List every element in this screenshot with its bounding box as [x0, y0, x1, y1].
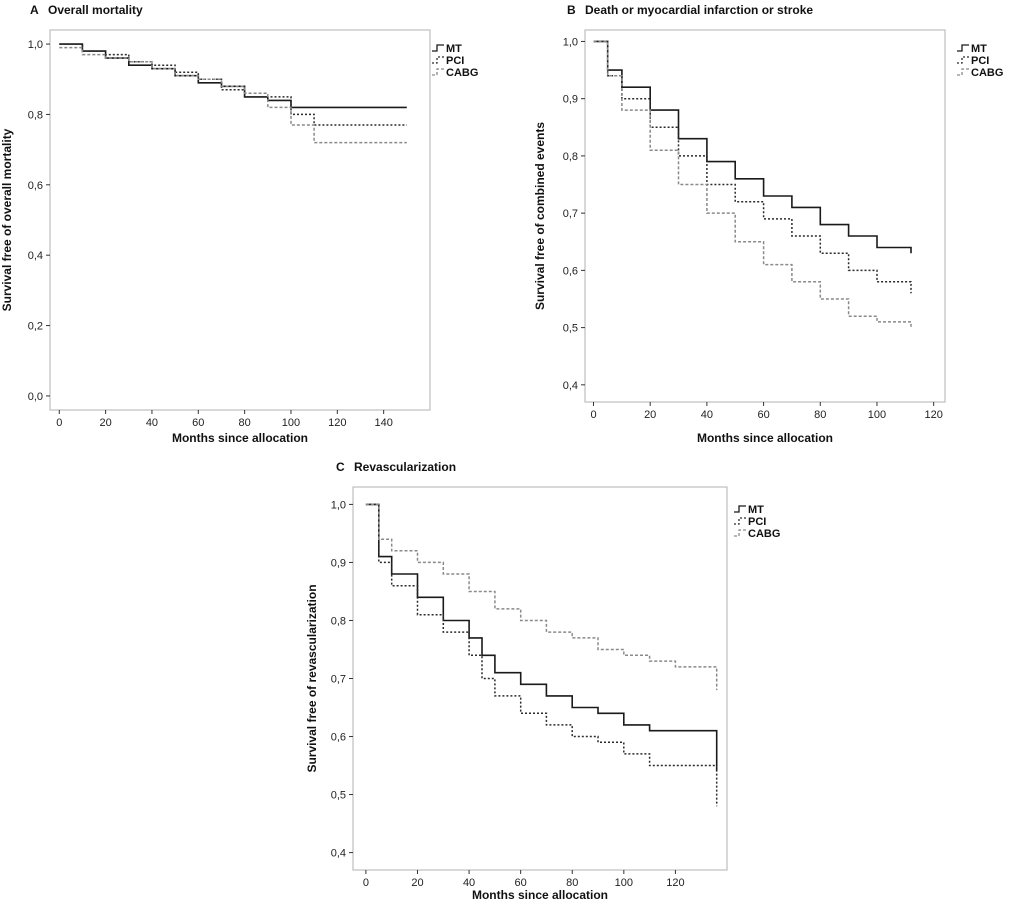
panel-b-x-tick-label: 20 [644, 409, 656, 421]
panel-a-x-tick-label: 120 [328, 417, 346, 429]
panel-b-y-tick-label: 0,5 [563, 323, 578, 335]
panel-b-legend-symbol-cabg [957, 68, 969, 76]
panel-b-letter: B [567, 3, 576, 17]
panel-c-legend-symbol-cabg [734, 529, 746, 537]
panel-a-x-tick-label: 20 [99, 417, 111, 429]
panel-b-legend-symbol-pci [957, 56, 969, 64]
panel-a-x-tick-label: 80 [239, 417, 251, 429]
panel-c-y-tick-label: 0,6 [331, 732, 346, 744]
panel-c-y-tick-label: 0,5 [331, 790, 346, 802]
panel-b-y-axis-title: Survival free of combined events [533, 122, 547, 310]
panel-c-x-tick-label: 40 [463, 877, 475, 889]
panel-c-y-tick-label: 0,4 [331, 848, 346, 860]
panel-a-y-tick-label: 0,8 [28, 109, 43, 121]
panel-c-plot-frame [352, 486, 728, 871]
panel-c-letter: C [336, 460, 345, 474]
panel-c-title: Revascularization [354, 460, 456, 474]
panel-a-legend-symbol-pci [432, 56, 444, 64]
panel-c-series-pci [365, 503, 718, 807]
panel-c-x-tick-label: 100 [615, 877, 633, 889]
panel-a-x-tick-label: 40 [146, 417, 158, 429]
panel-a-legend-symbol-cabg [432, 68, 444, 76]
panel-a-y-tick-label: 0,6 [28, 180, 43, 192]
panel-c-series-cabg [365, 503, 718, 691]
panel-b-x-tick-label: 80 [814, 409, 826, 421]
panel-b-legend-label-mt: MT [971, 43, 987, 55]
panel-a-plot-frame [49, 29, 431, 411]
panel-c-y-tick-label: 0,9 [331, 557, 346, 569]
panel-c-y-tick-label: 1,0 [331, 499, 346, 511]
panel-c-x-axis-title: Months since allocation [472, 888, 608, 902]
panel-c-x-tick-label: 20 [411, 877, 423, 889]
panel-b-y-tick-label: 0,4 [563, 380, 578, 392]
panel-b-y-tick-label: 0,8 [563, 151, 578, 163]
panel-b-x-axis-title: Months since allocation [697, 431, 833, 445]
panel-a-series-pci [59, 43, 407, 126]
panel-a-y-tick-label: 0,0 [28, 391, 43, 403]
panel-a-title: Overall mortality [48, 3, 143, 17]
panel-a-legend-label-cabg: CABG [446, 67, 478, 79]
panel-b-x-tick-label: 40 [701, 409, 713, 421]
panel-c-y-tick-label: 0,7 [331, 674, 346, 686]
panel-b-legend-symbol-mt [957, 44, 969, 52]
panel-a-legend-label-mt: MT [446, 43, 462, 55]
panel-c-x-tick-label: 0 [363, 877, 369, 889]
panel-b-plot-frame [584, 29, 946, 403]
panel-a-series-cabg [59, 46, 407, 144]
panel-b-legend-label-cabg: CABG [971, 67, 1003, 79]
panel-a-x-axis-title: Months since allocation [172, 431, 308, 445]
panel-c-legend-symbol-pci [734, 517, 746, 525]
panel-b-series-pci [593, 40, 912, 294]
panel-a-letter: A [30, 3, 39, 17]
panel-a-x-tick-label: 140 [374, 417, 392, 429]
panel-c-y-axis-title: Survival free of revascularization [305, 584, 319, 772]
panel-a-y-axis-title: Survival free of overall mortality [0, 128, 14, 311]
panel-c-legend-label-mt: MT [748, 504, 764, 516]
panel-c-x-tick-label: 60 [515, 877, 527, 889]
panel-c-series-mt [365, 503, 718, 772]
panel-c-legend-label-pci: PCI [748, 516, 766, 528]
panel-a-y-tick-label: 0,2 [28, 321, 43, 333]
panel-a-x-tick-label: 100 [282, 417, 300, 429]
panel-b-series-mt [593, 40, 912, 254]
panel-b-title: Death or myocardial infarction or stroke [585, 3, 813, 17]
panel-a-y-tick-label: 1,0 [28, 39, 43, 51]
panel-b-y-tick-label: 1,0 [563, 36, 578, 48]
panel-b-x-tick-label: 0 [590, 409, 596, 421]
panel-b-y-tick-label: 0,7 [563, 208, 578, 220]
panel-b-y-tick-label: 0,6 [563, 265, 578, 277]
panel-c-legend-label-cabg: CABG [748, 528, 780, 540]
panel-a-x-tick-label: 60 [192, 417, 204, 429]
panel-b-y-tick-label: 0,9 [563, 94, 578, 106]
panel-b-series-cabg [593, 40, 912, 328]
panel-a-legend-label-pci: PCI [446, 55, 464, 67]
panel-a-y-tick-label: 0,4 [28, 250, 43, 262]
panel-c-x-tick-label: 120 [666, 877, 684, 889]
panel-b-x-tick-label: 100 [868, 409, 886, 421]
panel-a-series-mt [59, 43, 407, 109]
panel-c-x-tick-label: 80 [566, 877, 578, 889]
panel-a-legend-symbol-mt [432, 44, 444, 52]
panel-a-x-tick-label: 0 [56, 417, 62, 429]
panel-b-x-tick-label: 120 [924, 409, 942, 421]
panel-b-legend-label-pci: PCI [971, 55, 989, 67]
panel-c-legend-symbol-mt [734, 505, 746, 513]
panel-b-x-tick-label: 60 [757, 409, 769, 421]
panel-c-y-tick-label: 0,8 [331, 615, 346, 627]
